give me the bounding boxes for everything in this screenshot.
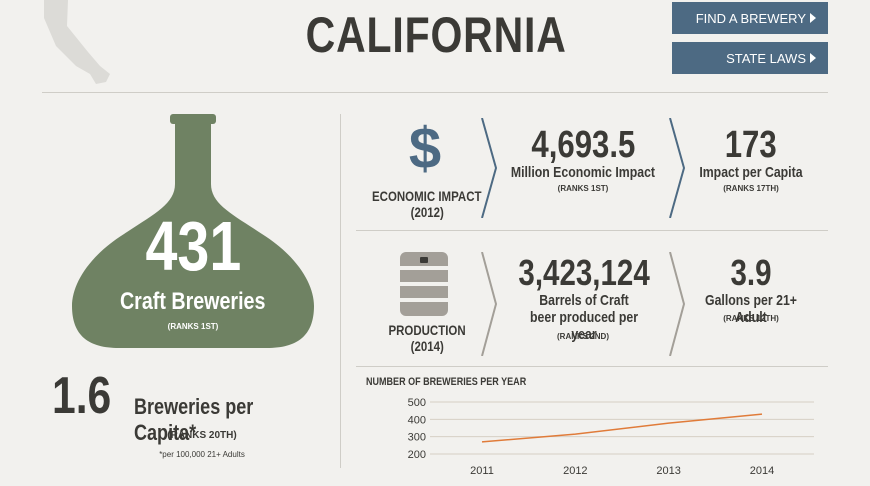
series-line [481,413,763,443]
gallons-per-adult-label: Gallons per 21+ Adult [705,292,797,326]
x-tick-label: 2013 [656,465,680,477]
economic-impact-value: 4,693.5 [531,124,635,166]
impact-per-capita-value: 173 [725,124,777,166]
production-title: PRODUCTION (2014) [388,322,466,354]
infographic-page: CALIFORNIA FIND A BREWERY STATE LAWS 431… [22,0,850,486]
economic-impact-rank: (RANKS 1ST) [557,184,609,193]
chevron-divider-icon [481,118,498,218]
per-capita-footnote: *per 100,000 21+ Adults [159,450,245,459]
chart-title: NUMBER OF BREWERIES PER YEAR [366,376,527,388]
row-divider [356,230,828,231]
gallons-per-adult-value: 3.9 [730,252,772,293]
chevron-right-icon [810,53,816,63]
economic-impact-label: Million Economic Impact [510,164,656,181]
chevron-divider-icon [669,118,686,218]
economic-impact-title: ECONOMIC IMPACT (2012) [372,188,482,220]
y-tick-label: 400 [408,414,426,426]
breweries-rank: (RANKS 1ST) [167,322,219,331]
chevron-right-icon [810,13,816,23]
breweries-count: 431 [145,207,241,285]
production-barrels-label: Barrels of Craft beer produced per year [529,292,638,343]
keg-icon [400,252,448,316]
breweries-line-chart: 500 400 300 200 2011 2012 2013 2014 [408,397,814,477]
chevron-divider-icon [481,252,498,356]
row-divider [356,366,828,367]
y-tick-label: 300 [408,432,426,444]
per-capita-rank: (RANKS 20TH) [167,430,237,441]
gallons-per-adult-rank: (RANKS 12TH) [723,314,779,323]
production-barrels-rank: (RANKS 2ND) [557,332,609,341]
impact-per-capita-rank: (RANKS 17TH) [723,184,779,193]
impact-per-capita-label: Impact per Capita [699,164,803,181]
header-divider [42,92,828,93]
per-capita-value: 1.6 [52,367,112,425]
state-laws-button[interactable]: STATE LAWS [672,42,828,74]
x-tick-label: 2011 [470,465,494,477]
column-divider [340,114,341,468]
breweries-label: Craft Breweries [120,288,266,315]
california-map-icon [44,0,110,84]
x-tick-label: 2012 [563,465,587,477]
find-brewery-button[interactable]: FIND A BREWERY [672,2,828,34]
x-tick-label: 2014 [750,465,774,477]
page-title: CALIFORNIA [305,7,567,63]
y-tick-label: 500 [408,397,426,409]
dollar-icon: $ [408,116,442,181]
per-capita-label: Breweries per Capita* [134,394,254,445]
bottle-icon [72,114,314,348]
y-tick-label: 200 [408,449,426,461]
production-barrels-value: 3,423,124 [518,252,650,293]
chevron-divider-icon [669,252,686,356]
